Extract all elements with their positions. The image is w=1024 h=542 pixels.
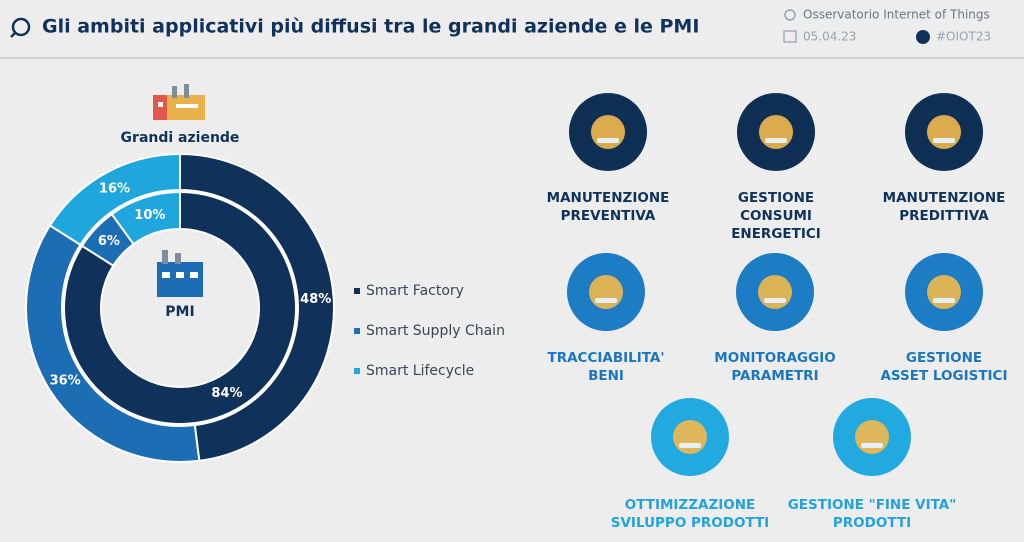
app-label: PARAMETRI bbox=[731, 368, 818, 384]
donut-slice bbox=[63, 190, 297, 425]
app-label: BENI bbox=[588, 368, 624, 384]
app-label: MONITORAGGIO bbox=[714, 350, 835, 366]
twitter-icon bbox=[916, 30, 930, 44]
page-title: Gli ambiti applicativi più diffusi tra l… bbox=[42, 16, 699, 38]
applications: MANUTENZIONE PREVENTIVA GESTIONE CONSUMI ENE… bbox=[547, 93, 1008, 531]
app-label: PREVENTIVA bbox=[561, 208, 656, 224]
ring-name: PMI bbox=[165, 304, 194, 320]
app-label: GESTIONE "FINE VITA" bbox=[788, 497, 957, 513]
app-label: MANUTENZIONE bbox=[883, 190, 1006, 206]
app-label: TRACCIABILITA' bbox=[547, 350, 664, 366]
app-icon-glyph bbox=[927, 275, 961, 309]
app-icon-glyph bbox=[673, 420, 707, 454]
donut-slice bbox=[110, 190, 181, 246]
ring-name: Grandi aziende bbox=[121, 130, 240, 146]
slice-label: 10% bbox=[134, 208, 165, 223]
app-icon-glyph bbox=[764, 298, 786, 303]
app-icon-glyph bbox=[758, 275, 792, 309]
app-label: OTTIMIZZAZIONE bbox=[625, 497, 756, 513]
app-label: ASSET LOGISTICI bbox=[880, 368, 1007, 384]
app-icon-glyph bbox=[759, 115, 793, 149]
app-icon-glyph bbox=[933, 298, 955, 303]
legend-label: Smart Supply Chain bbox=[366, 323, 505, 339]
building-icon bbox=[157, 250, 203, 297]
legend-swatch bbox=[354, 328, 360, 334]
app-label: PREDITTIVA bbox=[899, 208, 989, 224]
app-icon-glyph bbox=[679, 443, 701, 448]
app-icon-glyph bbox=[861, 443, 883, 448]
legend-label: Smart Lifecycle bbox=[366, 363, 474, 379]
app-icon-glyph bbox=[933, 138, 955, 143]
slice-label: 48% bbox=[300, 292, 331, 307]
date-icon bbox=[783, 30, 797, 43]
app-icon-glyph bbox=[591, 115, 625, 149]
source: Osservatorio Internet of Things bbox=[803, 8, 990, 22]
header-icon bbox=[10, 17, 31, 38]
slice-label: 6% bbox=[98, 234, 120, 249]
app-icon-glyph bbox=[589, 275, 623, 309]
donut-slice bbox=[179, 152, 335, 462]
app-label: GESTIONE bbox=[906, 350, 982, 366]
app-icon-glyph bbox=[927, 115, 961, 149]
app-label: GESTIONE bbox=[738, 190, 814, 206]
app-icon-glyph bbox=[765, 138, 787, 143]
date: 05.04.23 bbox=[803, 30, 856, 44]
factory-icon bbox=[153, 84, 205, 120]
app-label: MANUTENZIONE bbox=[547, 190, 670, 206]
legend-swatch bbox=[354, 368, 360, 374]
legend-label: Smart Factory bbox=[366, 283, 464, 299]
app-label: ENERGETICI bbox=[731, 226, 821, 242]
app-label: SVILUPPO PRODOTTI bbox=[611, 515, 769, 531]
legend-swatch bbox=[354, 288, 360, 294]
app-label: CONSUMI bbox=[740, 208, 812, 224]
app-label: PRODOTTI bbox=[833, 515, 911, 531]
donut-slice bbox=[48, 152, 181, 247]
source-icon bbox=[784, 9, 796, 21]
hashtag: #OIOT23 bbox=[936, 30, 991, 44]
app-icon-glyph bbox=[597, 138, 619, 143]
donut-chart: 48% 36% 16% 84% 6% 10% Grandi aziende PMI Smart … bbox=[25, 130, 505, 463]
slice-label: 84% bbox=[211, 386, 242, 401]
slice-label: 36% bbox=[50, 373, 81, 388]
app-icon-glyph bbox=[595, 298, 617, 303]
slice-label: 16% bbox=[99, 181, 130, 196]
app-icon-glyph bbox=[855, 420, 889, 454]
